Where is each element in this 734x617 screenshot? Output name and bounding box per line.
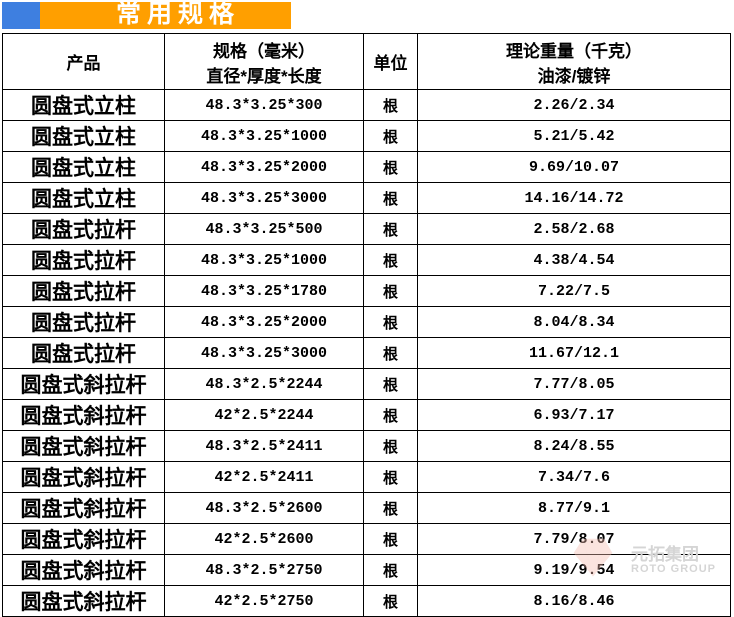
svg-text:元拓集团: 元拓集团 — [631, 544, 699, 564]
svg-text:ROTO GROUP: ROTO GROUP — [631, 563, 716, 575]
